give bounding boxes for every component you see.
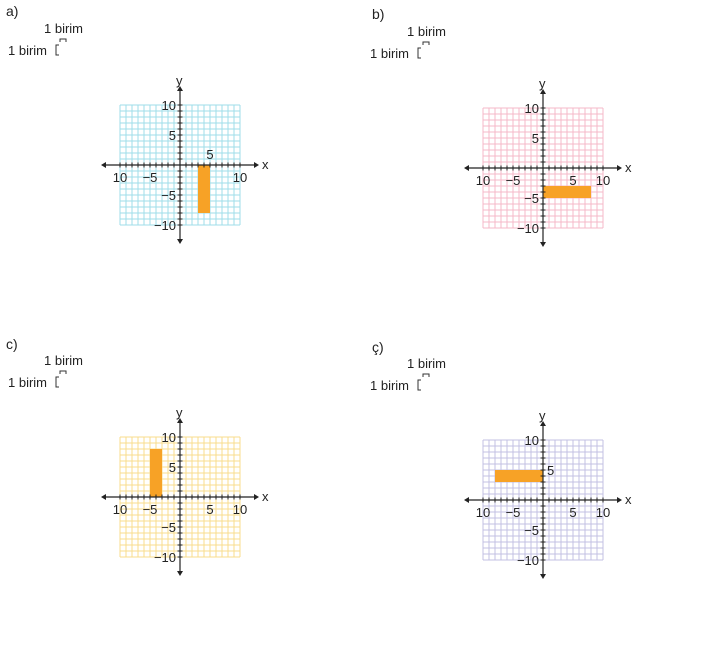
unit-bracket-vertical xyxy=(417,47,421,59)
x-axis-arrow-left xyxy=(464,165,469,171)
x-tick-label: 10 xyxy=(233,170,247,185)
unit-bracket-horizontal xyxy=(59,370,67,374)
x-axis-label: x xyxy=(625,492,632,507)
y-tick-label: −5 xyxy=(161,188,176,203)
y-tick-label: 10 xyxy=(525,433,539,448)
y-axis-label: y xyxy=(539,76,546,91)
x-tick-label: 10 xyxy=(476,173,490,188)
y-tick-label: 10 xyxy=(525,101,539,116)
unit-legend-label: 1 birim xyxy=(8,375,47,390)
x-tick-label: 10 xyxy=(113,502,127,517)
y-axis-arrow-down xyxy=(540,242,546,247)
x-tick-label: 10 xyxy=(113,170,127,185)
x-tick-label: 5 xyxy=(569,173,576,188)
x-axis-label: x xyxy=(625,160,632,175)
unit-bracket-horizontal xyxy=(422,41,430,45)
x-axis-arrow-right xyxy=(254,162,259,168)
orange-rectangle xyxy=(543,186,591,198)
panel-label: a) xyxy=(6,3,18,19)
unit-legend-label: 1 birim xyxy=(370,378,409,393)
x-axis-label: x xyxy=(262,157,269,172)
y-axis-arrow-up xyxy=(540,89,546,94)
unit-bracket-horizontal xyxy=(59,38,67,42)
y-tick-label: −10 xyxy=(154,218,176,233)
orange-rectangle xyxy=(198,165,210,213)
unit-bracket-vertical xyxy=(417,379,421,391)
y-axis-arrow-up xyxy=(177,418,183,423)
y-tick-label: 10 xyxy=(162,430,176,445)
y-tick-label: −10 xyxy=(517,553,539,568)
y-tick-label: −5 xyxy=(161,520,176,535)
x-tick-label: −5 xyxy=(143,502,158,517)
unit-legend-label: 1 birim xyxy=(44,353,83,368)
x-tick-label: 5 xyxy=(569,505,576,520)
x-tick-label: 10 xyxy=(233,502,247,517)
orange-rectangle xyxy=(150,449,162,497)
panel-label: b) xyxy=(372,6,384,22)
y-tick-label: −5 xyxy=(524,523,539,538)
unit-legend-label: 1 birim xyxy=(44,21,83,36)
unit-legend-label: 1 birim xyxy=(407,24,446,39)
x-axis-label: x xyxy=(262,489,269,504)
x-axis-arrow-left xyxy=(101,162,106,168)
unit-legend-label: 1 birim xyxy=(370,46,409,61)
panel-label: c) xyxy=(6,336,18,352)
y-axis-arrow-down xyxy=(177,571,183,576)
x-axis-arrow-right xyxy=(617,497,622,503)
x-axis-arrow-left xyxy=(101,494,106,500)
y-axis-arrow-up xyxy=(540,421,546,426)
y-axis-label: y xyxy=(176,405,183,420)
unit-bracket-horizontal xyxy=(422,373,430,377)
x-tick-label: 5 xyxy=(206,147,213,162)
y-axis-label: y xyxy=(539,408,546,423)
y-tick-label: 5 xyxy=(169,460,176,475)
x-tick-label: 10 xyxy=(596,173,610,188)
y-axis-arrow-down xyxy=(540,574,546,579)
y-axis-arrow-down xyxy=(177,239,183,244)
orange-rectangle xyxy=(495,470,543,482)
unit-legend-label: 1 birim xyxy=(8,43,47,58)
y-tick-label: 5 xyxy=(169,128,176,143)
y-axis-label: y xyxy=(176,73,183,88)
y-tick-label: 10 xyxy=(162,98,176,113)
x-tick-label: −5 xyxy=(143,170,158,185)
x-axis-arrow-right xyxy=(617,165,622,171)
unit-legend-label: 1 birim xyxy=(407,356,446,371)
x-tick-label: 5 xyxy=(206,502,213,517)
panel-label: ç) xyxy=(372,339,384,355)
y-tick-label: −10 xyxy=(517,221,539,236)
x-axis-arrow-left xyxy=(464,497,469,503)
y-tick-label: 5 xyxy=(532,131,539,146)
x-tick-label: 10 xyxy=(596,505,610,520)
x-axis-arrow-right xyxy=(254,494,259,500)
y-axis-arrow-up xyxy=(177,86,183,91)
unit-bracket-vertical xyxy=(55,376,59,388)
y-tick-label: −5 xyxy=(524,191,539,206)
x-tick-label: −5 xyxy=(506,173,521,188)
x-tick-label: −5 xyxy=(506,505,521,520)
y-tick-label: 5 xyxy=(547,463,554,478)
y-tick-label: −10 xyxy=(154,550,176,565)
x-tick-label: 10 xyxy=(476,505,490,520)
unit-bracket-vertical xyxy=(55,44,59,56)
